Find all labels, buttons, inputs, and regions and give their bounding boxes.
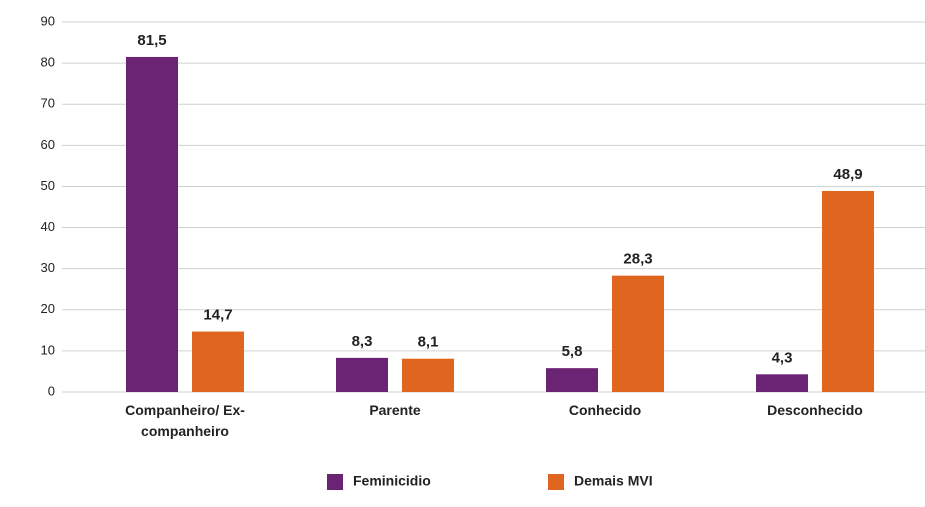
value-label: 81,5 xyxy=(137,32,166,49)
legend-swatch xyxy=(548,474,564,490)
y-tick-label: 40 xyxy=(41,219,55,234)
bar xyxy=(822,190,874,392)
bar xyxy=(402,358,454,392)
value-label: 14,7 xyxy=(203,307,232,324)
bar xyxy=(756,374,808,392)
x-tick-label: Parente xyxy=(369,402,421,418)
bar xyxy=(612,275,664,392)
y-tick-label: 70 xyxy=(41,96,55,111)
legend-swatch xyxy=(327,474,343,490)
y-tick-label: 80 xyxy=(41,55,55,70)
bar xyxy=(192,331,244,392)
legend-label: Feminicidio xyxy=(353,473,431,489)
y-tick-label: 20 xyxy=(41,301,55,316)
y-tick-label: 50 xyxy=(41,178,55,193)
bar xyxy=(336,357,388,392)
bar xyxy=(126,56,178,392)
value-label: 8,3 xyxy=(352,333,373,350)
value-label: 4,3 xyxy=(772,349,793,366)
y-tick-label: 10 xyxy=(41,342,55,357)
x-tick-label: Conhecido xyxy=(568,402,642,418)
value-label: 5,8 xyxy=(562,343,583,360)
legend-label: Demais MVI xyxy=(574,473,653,489)
value-label: 48,9 xyxy=(833,166,862,183)
value-label: 28,3 xyxy=(623,251,652,268)
x-tick-label: Desconhecido xyxy=(767,402,863,418)
y-tick-label: 90 xyxy=(41,13,55,28)
value-label: 8,1 xyxy=(418,334,439,351)
y-tick-label: 30 xyxy=(41,260,55,275)
y-tick-label: 0 xyxy=(48,383,55,398)
y-tick-label: 60 xyxy=(41,137,55,152)
bar xyxy=(546,368,598,392)
x-tick-label: Companheiro/ Ex-companheiro xyxy=(125,402,245,439)
